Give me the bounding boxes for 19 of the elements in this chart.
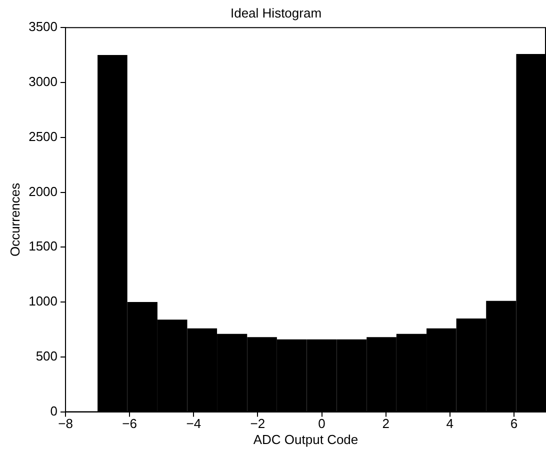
y-tick-label: 3500	[28, 19, 58, 34]
x-tick-label: −2	[250, 416, 266, 432]
y-tick-label: 1500	[28, 238, 58, 254]
y-tick-label: 2000	[28, 184, 58, 199]
x-tick-label: 4	[446, 416, 454, 432]
y-tick-label: 1000	[28, 294, 58, 309]
y-axis-title: Occurrences	[7, 182, 22, 257]
y-tick-label: 2500	[28, 128, 58, 144]
x-tick-label: 6	[510, 416, 518, 432]
chart-title: Ideal Histogram	[230, 5, 322, 20]
y-tick-label: 3000	[28, 74, 58, 90]
x-tick-label: 0	[318, 416, 326, 432]
x-axis-title: ADC Output Code	[253, 432, 358, 447]
x-tick-label: −8	[58, 416, 73, 432]
y-tick-label: 500	[36, 348, 58, 364]
x-tick-label: 2	[382, 416, 390, 432]
y-tick-label: 0	[50, 403, 58, 418]
x-tick-label: −6	[122, 416, 137, 432]
x-tick-label: −4	[186, 416, 202, 432]
